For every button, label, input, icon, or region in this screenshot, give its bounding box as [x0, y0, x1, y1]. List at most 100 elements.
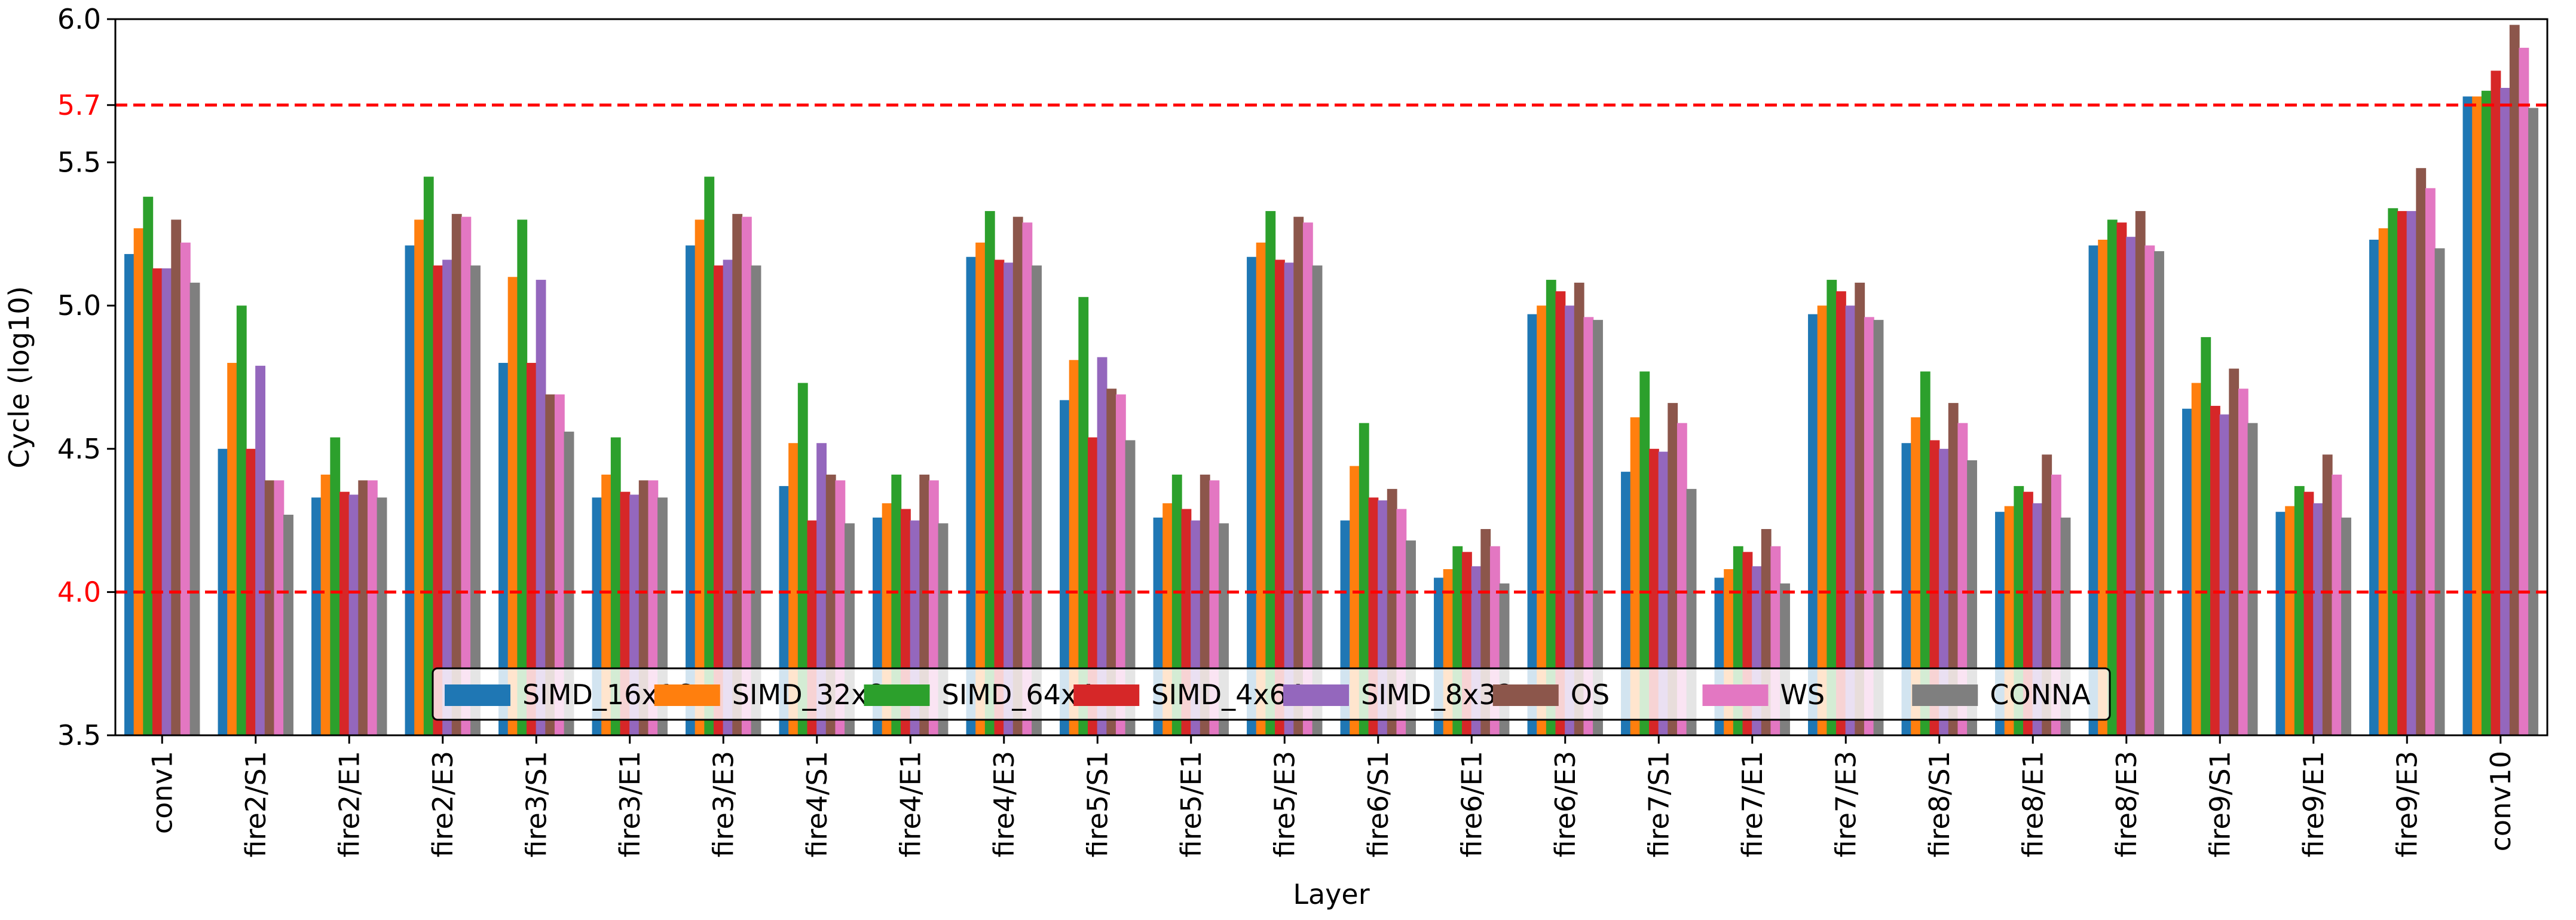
bar: [161, 268, 172, 735]
bar: [1527, 314, 1538, 735]
bar: [2135, 211, 2146, 735]
legend-swatch: [864, 684, 930, 706]
y-tick-label: 4.0: [57, 576, 101, 608]
bar: [2416, 168, 2427, 735]
bar: [264, 480, 275, 735]
x-tick-label: fire6/E3: [1549, 751, 1581, 857]
bar: [695, 219, 705, 735]
bar: [2294, 486, 2305, 735]
bar: [1574, 282, 1584, 735]
bar: [2201, 337, 2211, 735]
bar: [470, 265, 481, 735]
bar: [2313, 503, 2323, 735]
bar: [2388, 208, 2398, 735]
bar: [1668, 403, 1678, 735]
bar: [2425, 188, 2436, 736]
legend: SIMD_16x16 SIMD_32x8 SIMD_64x4 SIMD_4x64 SIM…: [432, 667, 2111, 721]
legend-label: SIMD_32x8: [732, 678, 885, 711]
bar: [2126, 237, 2136, 735]
y-tick-label: 5.7: [57, 89, 101, 121]
bar: [1069, 360, 1079, 735]
bar: [1639, 371, 1650, 735]
x-tick-label: fire2/S1: [240, 751, 272, 857]
bar: [1845, 305, 1856, 735]
bar: [2088, 245, 2099, 735]
bar: [124, 253, 134, 735]
bar: [1939, 448, 1949, 735]
bar: [1967, 460, 1977, 735]
legend-swatch: [1073, 684, 1140, 706]
bar: [1864, 317, 1874, 735]
bar: [1583, 317, 1594, 735]
bar: [975, 242, 986, 735]
legend-label: SIMD_8x32: [1361, 678, 1514, 711]
x-tick-label: conv10: [2485, 751, 2517, 851]
bar: [1265, 211, 1276, 735]
reference-lines: [115, 103, 2547, 594]
x-tick-label: fire9/E3: [2391, 751, 2423, 857]
bar: [414, 219, 425, 735]
bar: [527, 363, 537, 735]
x-tick-label: fire5/E1: [1175, 751, 1207, 857]
bar: [405, 245, 415, 735]
bar: [311, 497, 322, 735]
bar: [1836, 291, 1846, 735]
bar: [461, 216, 472, 735]
bar: [1275, 259, 1285, 735]
bar: [1555, 291, 1566, 735]
x-axis-title: Layer: [1293, 878, 1369, 910]
bar: [1957, 423, 1968, 735]
bar: [554, 394, 565, 735]
bar: [339, 491, 350, 735]
bar: [788, 443, 799, 735]
bar: [816, 443, 827, 735]
bar: [2182, 408, 2192, 735]
bar: [994, 259, 1005, 735]
bar: [1920, 371, 1931, 735]
bar: [2369, 239, 2379, 736]
x-tick-label: fire9/S1: [2204, 751, 2236, 857]
bar: [2481, 90, 2492, 735]
bar: [686, 245, 696, 735]
bar: [507, 277, 518, 735]
x-tick-label: fire4/S1: [801, 751, 833, 857]
bar: [1115, 394, 1126, 735]
bar: [966, 256, 977, 735]
bar: [1901, 443, 1912, 735]
bar: [255, 365, 265, 735]
bar: [143, 197, 154, 736]
bar: [2107, 219, 2118, 735]
bar: [1284, 262, 1295, 735]
bar: [2303, 491, 2314, 735]
x-tick-label: fire2/E1: [333, 751, 365, 857]
bar: [1593, 320, 1603, 735]
bar: [732, 213, 743, 735]
x-tick-label: fire4/E1: [894, 751, 926, 857]
bar: [358, 480, 369, 735]
bar: [2491, 71, 2501, 735]
bar: [423, 176, 434, 735]
y-tick-label: 4.5: [57, 433, 101, 465]
bar: [152, 268, 163, 735]
bar: [2434, 248, 2445, 735]
bar: [1359, 423, 1369, 735]
bar: [2322, 454, 2333, 735]
bar: [714, 265, 724, 735]
bar: [545, 394, 556, 735]
legend-label: SIMD_64x4: [942, 678, 1095, 711]
bar: [723, 259, 733, 735]
bar: [2191, 383, 2202, 735]
x-tick-label: fire8/E1: [2017, 751, 2049, 857]
bar: [1312, 265, 1323, 735]
bar: [1256, 242, 1266, 735]
bar: [1817, 305, 1828, 735]
x-tick-label: fire6/E1: [1455, 751, 1488, 857]
bar: [2341, 517, 2351, 735]
bar: [1125, 440, 1136, 735]
x-tick-label: fire3/S1: [520, 751, 552, 857]
bar: [2238, 389, 2248, 735]
legend-swatch: [1702, 684, 1769, 706]
y-tick-label: 3.5: [57, 719, 101, 751]
bar: [2116, 222, 2127, 736]
bar: [564, 432, 574, 735]
